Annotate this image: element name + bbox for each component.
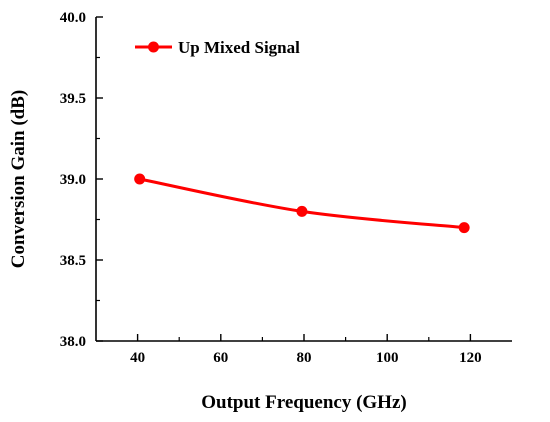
data-point — [296, 205, 308, 217]
tick-marks — [96, 16, 472, 342]
series-line — [139, 177, 465, 230]
tick-labels: 40 60 80 100 120 38.0 38.5 39.0 39.5 40.0 — [60, 10, 482, 366]
y-tick-label: 38.5 — [60, 253, 86, 269]
x-tick-label: 40 — [130, 350, 145, 366]
x-tick-label: 100 — [376, 350, 399, 366]
y-tick-label: 39.5 — [60, 91, 86, 107]
x-tick-label: 80 — [297, 350, 312, 366]
y-tick-label: 39.0 — [60, 172, 86, 188]
x-axis-title: Output Frequency (GHz) — [201, 392, 406, 413]
series-layer — [134, 173, 470, 234]
x-tick-label: 60 — [213, 350, 228, 366]
y-tick-label: 40.0 — [60, 10, 86, 26]
data-point — [134, 173, 146, 185]
x-tick-label: 120 — [459, 350, 482, 366]
data-point — [458, 222, 470, 234]
y-axis-title: Conversion Gain (dB) — [8, 90, 29, 268]
legend-label: Up Mixed Signal — [178, 38, 300, 57]
legend-marker — [148, 41, 159, 53]
axes — [95, 17, 512, 342]
y-tick-label: 38.0 — [60, 334, 86, 350]
legend: Up Mixed Signal — [135, 38, 300, 57]
